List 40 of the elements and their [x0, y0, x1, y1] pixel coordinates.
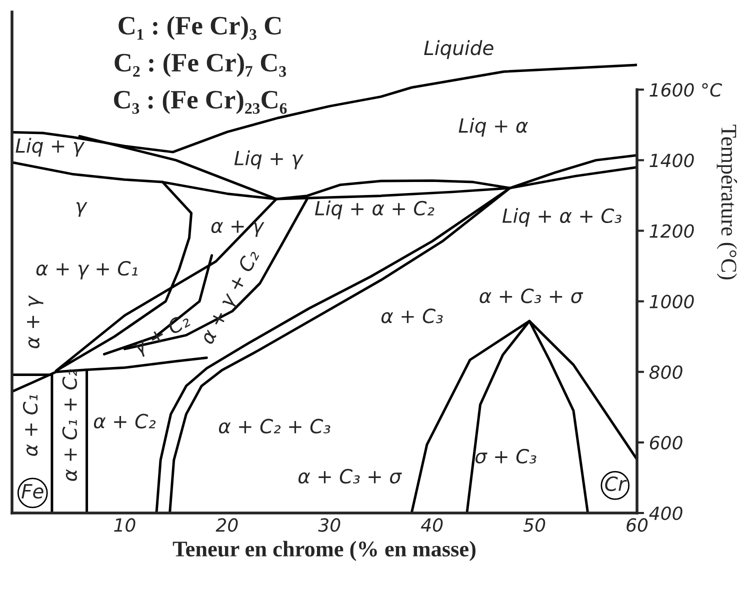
annotation: γ — [76, 202, 88, 217]
annotation: C₂ : (Fe Cr)₇ C₃ — [114, 53, 286, 77]
annotation: α + γ — [27, 295, 44, 348]
annotation: Liq + α + C₂ — [314, 200, 434, 220]
y-tick-label: 1600 °C — [650, 83, 722, 97]
annotation: Liq + α — [458, 118, 528, 137]
annotation: Liquide — [424, 40, 494, 59]
y-tick-label: 1000 — [650, 294, 694, 308]
annotation: α + C₃ — [381, 308, 443, 324]
annotation: Fe — [22, 484, 44, 499]
annotation: Liq + α + C₃ — [502, 208, 622, 227]
annotation: α + γ — [211, 220, 264, 237]
x-tick-label: 10 — [114, 518, 136, 532]
x-tick-label: 30 — [318, 518, 340, 532]
annotation: α + C₃ + σ — [298, 468, 402, 484]
x-tick-label: 50 — [523, 518, 546, 532]
annotation: α + γ + C₂ — [198, 248, 264, 347]
annotation: α + C₂ + C₃ — [218, 418, 330, 434]
y-tick-label: 600 — [650, 436, 682, 450]
annotation: α + C₂ — [94, 414, 156, 428]
annotation: C₁ : (Fe Cr)₃ C — [118, 16, 281, 40]
annotation: Cr — [605, 476, 627, 492]
x-tick-label: 20 — [216, 518, 238, 532]
annotation: σ + C₃ — [476, 448, 536, 464]
annotation: α + γ + C₁ — [36, 260, 138, 280]
y-tick-label: 1200 — [650, 224, 694, 238]
y-tick-label: 400 — [649, 506, 682, 520]
x-tick-label: 40 — [420, 518, 443, 532]
y-tick-label: 1400 — [650, 154, 694, 168]
annotation: C₃ : (Fe Cr)₂₃C₆ — [114, 90, 287, 114]
annotation: Liq + γ — [16, 138, 85, 157]
annotation: γ + C₂ — [132, 312, 194, 358]
annotation: α + C₁ — [22, 394, 38, 456]
y-tick-label: 800 — [649, 365, 682, 379]
annotation: α + C₃ + σ — [480, 288, 584, 304]
x-tick-label: 60 — [626, 518, 648, 532]
x-axis-title: Teneur en chrome (% en masse) — [172, 540, 476, 562]
annotation: α + C₁ + C₂ — [62, 369, 78, 481]
annotation: Liq + γ — [234, 150, 304, 170]
y-axis-title: Température (°C) — [716, 124, 737, 280]
